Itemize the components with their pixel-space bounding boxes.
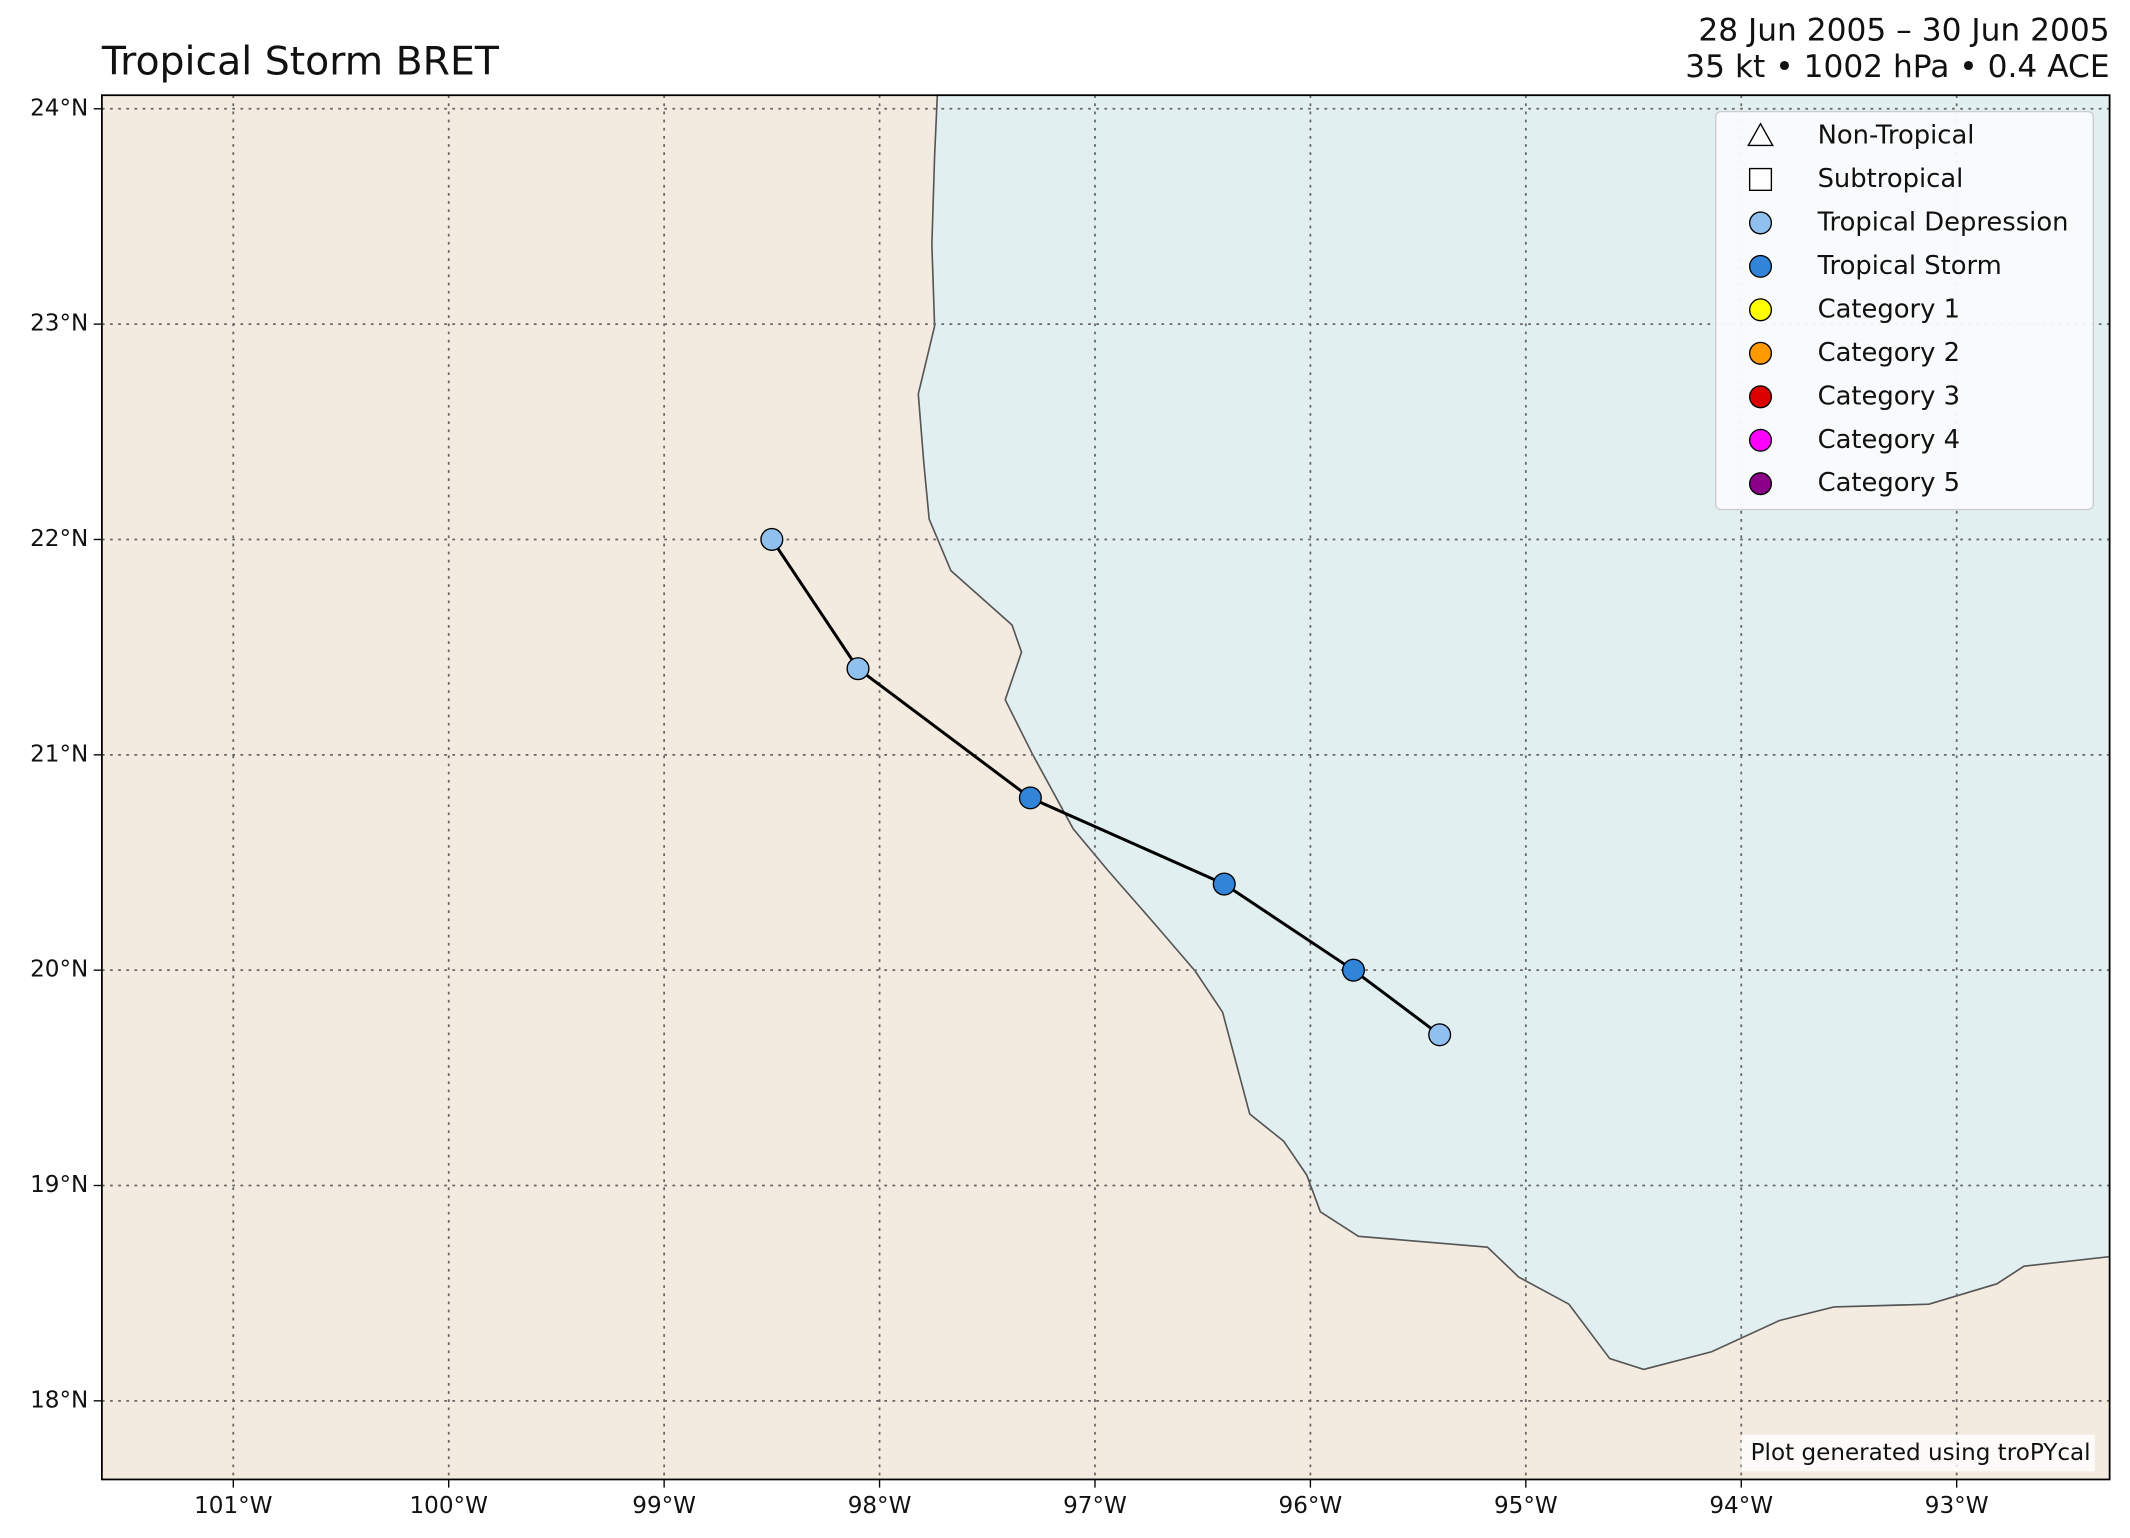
x-tick-label: 98°W (848, 1493, 912, 1519)
legend-marker (1748, 211, 1773, 235)
legend-marker (1748, 472, 1773, 496)
legend-marker (1748, 298, 1773, 322)
subtitle: 28 Jun 2005 – 30 Jun 2005 (1698, 12, 2109, 48)
subtitle: 35 kt • 1002 hPa • 0.4 ACE (1685, 49, 2109, 85)
credit: Plot generated using troPYcal (1751, 1440, 2091, 1466)
y-tick-label: 24°N (30, 95, 88, 121)
track-point (1018, 786, 1042, 810)
track-point (760, 527, 784, 552)
track (760, 527, 1452, 1047)
legend-label: Tropical Storm (1817, 251, 2002, 281)
legend-label: Category 3 (1818, 381, 1960, 411)
x-tick-label: 96°W (1279, 1493, 1343, 1519)
y-tick-label: 23°N (30, 311, 88, 337)
chart-title: Tropical Storm BRET (101, 38, 500, 84)
legend-label: Category 1 (1818, 294, 1960, 324)
x-tick-label: 95°W (1494, 1493, 1558, 1519)
legend-label: Category 4 (1818, 425, 1960, 455)
legend-marker (1748, 254, 1773, 278)
legend-label: Category 2 (1818, 338, 1960, 368)
y-tick-label: 21°N (30, 741, 88, 767)
legend-marker (1747, 122, 1774, 147)
credit-box (1741, 1434, 2095, 1472)
track-line (770, 538, 1441, 1036)
grid (101, 95, 2110, 1480)
track-point (1341, 958, 1366, 982)
track-point (1428, 1023, 1452, 1047)
track-point (846, 657, 870, 681)
y-tick-label: 22°N (30, 526, 88, 552)
legend-marker (1748, 341, 1773, 365)
legend: Non-Tropical Subtropical Tropical Depressi… (1715, 110, 2095, 511)
legend-label: Subtropical (1818, 164, 1964, 194)
track-point (1212, 872, 1236, 896)
x-tick-label: 93°W (1925, 1493, 1989, 1519)
y-tick-label: 20°N (30, 957, 88, 983)
legend-label: Tropical Depression (1817, 207, 2069, 237)
y-tick-label: 19°N (30, 1172, 88, 1198)
legend-marker (1748, 167, 1773, 191)
x-tick-label: 100°W (410, 1493, 489, 1519)
legend-box (1715, 110, 2095, 511)
x-tick-label: 94°W (1709, 1493, 1773, 1519)
legend-marker (1748, 385, 1773, 409)
x-tick-label: 101°W (194, 1493, 273, 1519)
x-tick-label: 97°W (1063, 1493, 1127, 1519)
legend-label: Non-Tropical (1818, 120, 1975, 150)
x-tick-label: 99°W (632, 1493, 696, 1519)
legend-label: Category 5 (1818, 468, 1960, 498)
y-tick-label: 18°N (30, 1387, 88, 1413)
legend-marker (1748, 428, 1773, 452)
frame (100, 94, 2111, 1481)
